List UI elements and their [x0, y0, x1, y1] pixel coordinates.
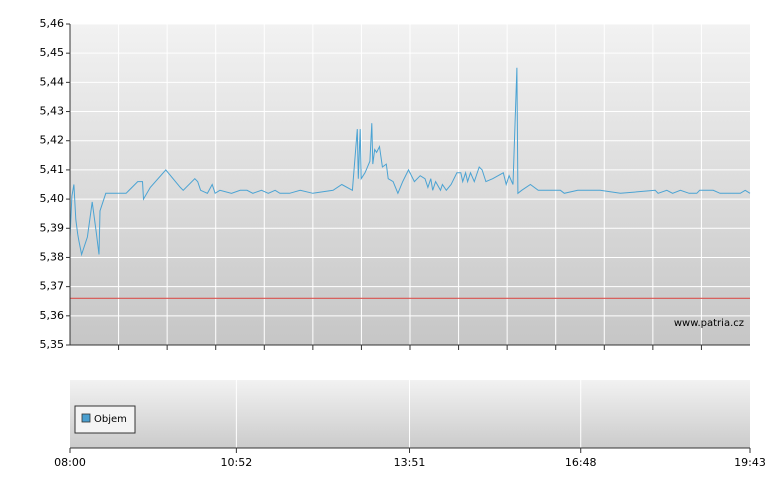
x-tick-label: 13:51: [394, 456, 426, 469]
y-tick-label: 5,44: [40, 75, 65, 88]
x-tick-label: 10:52: [221, 456, 253, 469]
y-tick-label: 5,39: [40, 221, 65, 234]
y-tick-label: 5,45: [40, 46, 65, 59]
x-tick-label: 08:00: [54, 456, 86, 469]
legend-label: Objem: [94, 414, 127, 425]
y-tick-label: 5,42: [40, 134, 65, 147]
y-tick-label: 5,37: [40, 280, 65, 293]
legend-swatch: [81, 413, 91, 423]
y-tick-label: 5,41: [40, 163, 65, 176]
y-tick-label: 5,46: [40, 17, 65, 30]
y-tick-label: 5,35: [40, 338, 65, 351]
x-tick-label: 19:43: [734, 456, 766, 469]
y-tick-label: 5,38: [40, 250, 65, 263]
x-tick-label: 16:48: [565, 456, 597, 469]
y-tick-label: 5,40: [40, 192, 65, 205]
annotation: www.patria.cz: [674, 318, 744, 329]
y-tick-label: 5,36: [40, 309, 65, 322]
price-line: [69, 67, 751, 257]
y-tick-label: 5,43: [40, 105, 65, 118]
